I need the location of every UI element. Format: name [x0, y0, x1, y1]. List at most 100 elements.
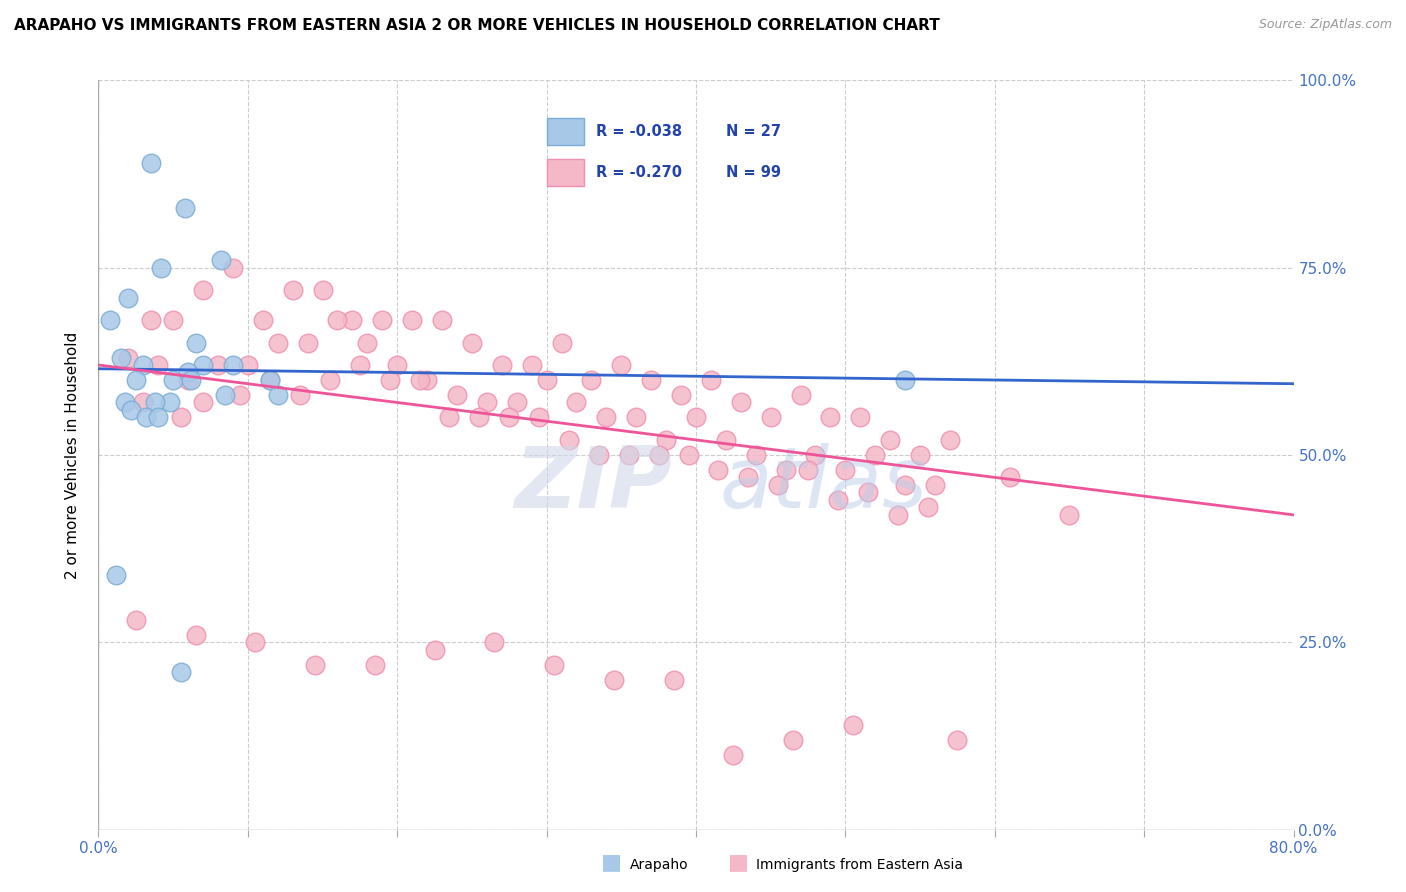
Point — [737, 470, 759, 484]
Point — [304, 657, 326, 672]
Point — [349, 358, 371, 372]
Point — [595, 410, 617, 425]
Point — [267, 335, 290, 350]
Point — [924, 478, 946, 492]
Point — [655, 433, 678, 447]
Point — [174, 201, 197, 215]
Point — [326, 313, 349, 327]
Point — [120, 403, 142, 417]
Text: ZIP: ZIP — [515, 443, 672, 526]
Text: Immigrants from Eastern Asia: Immigrants from Eastern Asia — [756, 858, 963, 872]
FancyBboxPatch shape — [547, 159, 583, 186]
Text: Source: ZipAtlas.com: Source: ZipAtlas.com — [1258, 18, 1392, 31]
Y-axis label: 2 or more Vehicles in Household: 2 or more Vehicles in Household — [65, 331, 80, 579]
Point — [581, 373, 603, 387]
Point — [446, 388, 468, 402]
Point — [827, 492, 849, 507]
Text: Arapaho: Arapaho — [630, 858, 689, 872]
Point — [143, 395, 166, 409]
Point — [610, 358, 633, 372]
Point — [259, 373, 281, 387]
Point — [714, 433, 737, 447]
Point — [543, 657, 565, 672]
Point — [804, 448, 827, 462]
Point — [894, 478, 917, 492]
Point — [245, 635, 267, 649]
Point — [849, 410, 872, 425]
Point — [110, 351, 132, 365]
Point — [797, 463, 820, 477]
Point — [117, 291, 139, 305]
Point — [408, 373, 430, 387]
Point — [640, 373, 662, 387]
Point — [207, 358, 229, 372]
Point — [150, 260, 173, 275]
Point — [132, 395, 155, 409]
Point — [939, 433, 962, 447]
Point — [998, 470, 1021, 484]
Point — [132, 358, 155, 372]
Point — [484, 635, 506, 649]
FancyBboxPatch shape — [547, 118, 583, 145]
Point — [879, 433, 901, 447]
Text: ■: ■ — [602, 853, 621, 872]
Point — [475, 395, 498, 409]
Point — [520, 358, 543, 372]
Point — [430, 313, 453, 327]
Point — [267, 388, 290, 402]
Point — [297, 335, 319, 350]
Point — [222, 260, 245, 275]
Point — [834, 463, 856, 477]
Point — [626, 410, 648, 425]
Point — [184, 628, 207, 642]
Point — [191, 283, 214, 297]
Point — [886, 508, 908, 522]
Point — [214, 388, 236, 402]
Point — [647, 448, 669, 462]
Point — [707, 463, 730, 477]
Point — [468, 410, 491, 425]
Point — [527, 410, 550, 425]
Point — [236, 358, 259, 372]
Point — [209, 253, 232, 268]
Point — [139, 313, 162, 327]
Point — [946, 732, 969, 747]
Point — [259, 373, 281, 387]
Point — [371, 313, 394, 327]
Text: N = 27: N = 27 — [725, 124, 782, 138]
Point — [894, 373, 917, 387]
Point — [745, 448, 768, 462]
Point — [364, 657, 387, 672]
Point — [356, 335, 378, 350]
Point — [401, 313, 423, 327]
Point — [416, 373, 439, 387]
Point — [180, 373, 202, 387]
Point — [782, 732, 804, 747]
Point — [550, 335, 572, 350]
Point — [461, 335, 484, 350]
Point — [678, 448, 700, 462]
Point — [908, 448, 931, 462]
Point — [775, 463, 797, 477]
Text: N = 99: N = 99 — [725, 165, 782, 179]
Point — [342, 313, 364, 327]
Point — [617, 448, 640, 462]
Point — [125, 373, 148, 387]
Text: R = -0.270: R = -0.270 — [596, 165, 682, 179]
Point — [669, 388, 692, 402]
Point — [117, 351, 139, 365]
Text: atlas: atlas — [720, 443, 928, 526]
Point — [536, 373, 558, 387]
Point — [423, 642, 446, 657]
Point — [229, 388, 252, 402]
Point — [498, 410, 520, 425]
Point — [700, 373, 723, 387]
Point — [789, 388, 811, 402]
Point — [685, 410, 707, 425]
Point — [162, 313, 184, 327]
Point — [169, 665, 191, 680]
Point — [491, 358, 513, 372]
Point — [159, 395, 181, 409]
Point — [162, 373, 184, 387]
Point — [565, 395, 588, 409]
